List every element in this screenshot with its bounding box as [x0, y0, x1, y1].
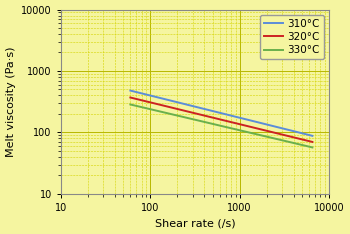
330°C: [293, 142, 298, 145]
330°C: [129, 103, 133, 106]
Line: 320°C: 320°C: [130, 98, 313, 142]
320°C: [240, 123, 244, 126]
330°C: [240, 129, 244, 132]
310°C: [236, 116, 240, 119]
330°C: [236, 128, 240, 131]
330°C: [282, 139, 286, 142]
310°C: [240, 117, 244, 120]
310°C: [282, 127, 286, 130]
310°C: [128, 89, 132, 92]
320°C: [293, 136, 298, 139]
Line: 310°C: 310°C: [130, 91, 313, 136]
320°C: [236, 122, 240, 125]
Line: 330°C: 330°C: [130, 105, 313, 147]
Y-axis label: Melt viscosity (Pa·s): Melt viscosity (Pa·s): [6, 47, 15, 157]
310°C: [310, 134, 315, 137]
320°C: [282, 134, 286, 136]
330°C: [128, 103, 132, 106]
320°C: [310, 141, 315, 143]
320°C: [237, 123, 241, 125]
310°C: [129, 89, 133, 92]
330°C: [310, 146, 315, 149]
X-axis label: Shear rate (/s): Shear rate (/s): [155, 219, 235, 228]
330°C: [237, 129, 241, 132]
Legend: 310°C, 320°C, 330°C: 310°C, 320°C, 330°C: [260, 15, 324, 59]
310°C: [237, 116, 241, 119]
310°C: [293, 130, 298, 133]
320°C: [128, 96, 132, 99]
320°C: [129, 96, 133, 99]
